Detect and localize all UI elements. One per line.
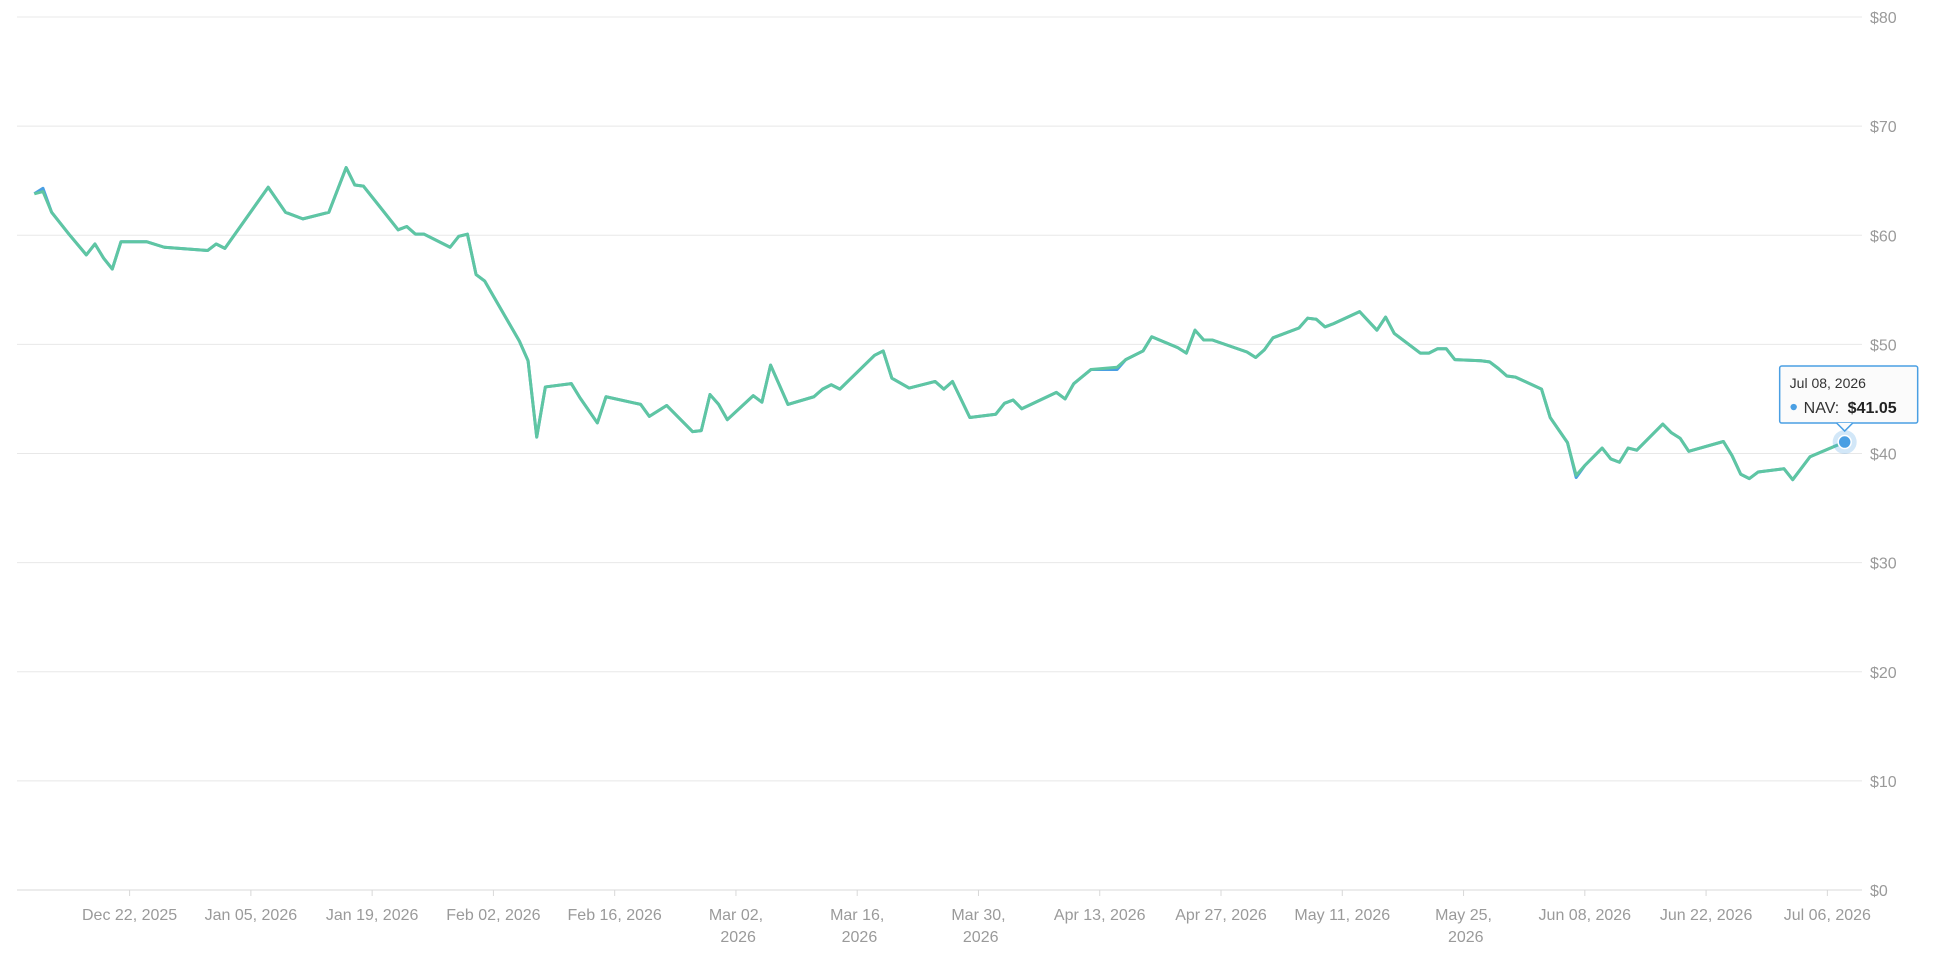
- x-tick-label: Mar 30, 2026: [951, 907, 1005, 946]
- series-line: [33, 166, 1846, 482]
- x-tick-label: Mar 16, 2026: [830, 907, 884, 946]
- x-tick-label: Feb 16, 2026: [568, 907, 662, 924]
- x-tick-label: Feb 02, 2026: [446, 907, 540, 924]
- y-tick-label: $20: [1870, 665, 1897, 682]
- tooltip-pointer: [1836, 422, 1854, 433]
- x-tick-label: Apr 27, 2026: [1175, 907, 1267, 924]
- tooltip-bullet: [1790, 403, 1797, 411]
- tooltip-label: NAV:: [1804, 400, 1840, 417]
- y-tick-label: $30: [1870, 556, 1897, 573]
- tooltip-title: Jul 08, 2026: [1790, 375, 1866, 391]
- x-tick-label: May 11, 2026: [1294, 907, 1390, 924]
- x-tick-label: Jan 19, 2026: [326, 907, 419, 924]
- x-tick-label: Jun 22, 2026: [1660, 907, 1753, 924]
- y-tick-label: $80: [1870, 10, 1897, 27]
- series-line: [33, 166, 1846, 482]
- tooltip: Jul 08, 2026 NAV: $41.05: [1778, 365, 1919, 433]
- y-tick-label: $60: [1870, 228, 1897, 245]
- tooltip-value: $41.05: [1848, 400, 1897, 417]
- y-tick-label: $0: [1870, 883, 1888, 900]
- y-tick-label: $40: [1870, 447, 1897, 464]
- x-tick-label: Dec 22, 2025: [82, 907, 177, 924]
- hover-point: [1837, 434, 1852, 450]
- x-tick-label: Mar 02, 2026: [709, 907, 763, 946]
- x-tick-label: Apr 13, 2026: [1054, 907, 1146, 924]
- x-tick-label: Jan 05, 2026: [205, 907, 298, 924]
- x-tick-label: Jun 08, 2026: [1539, 907, 1632, 924]
- y-tick-label: $50: [1870, 337, 1897, 354]
- y-tick-label: $70: [1870, 119, 1897, 136]
- x-tick-label: Jul 06, 2026: [1784, 907, 1871, 924]
- x-tick-label: May 25, 2026: [1435, 907, 1492, 946]
- y-tick-label: $10: [1870, 774, 1897, 791]
